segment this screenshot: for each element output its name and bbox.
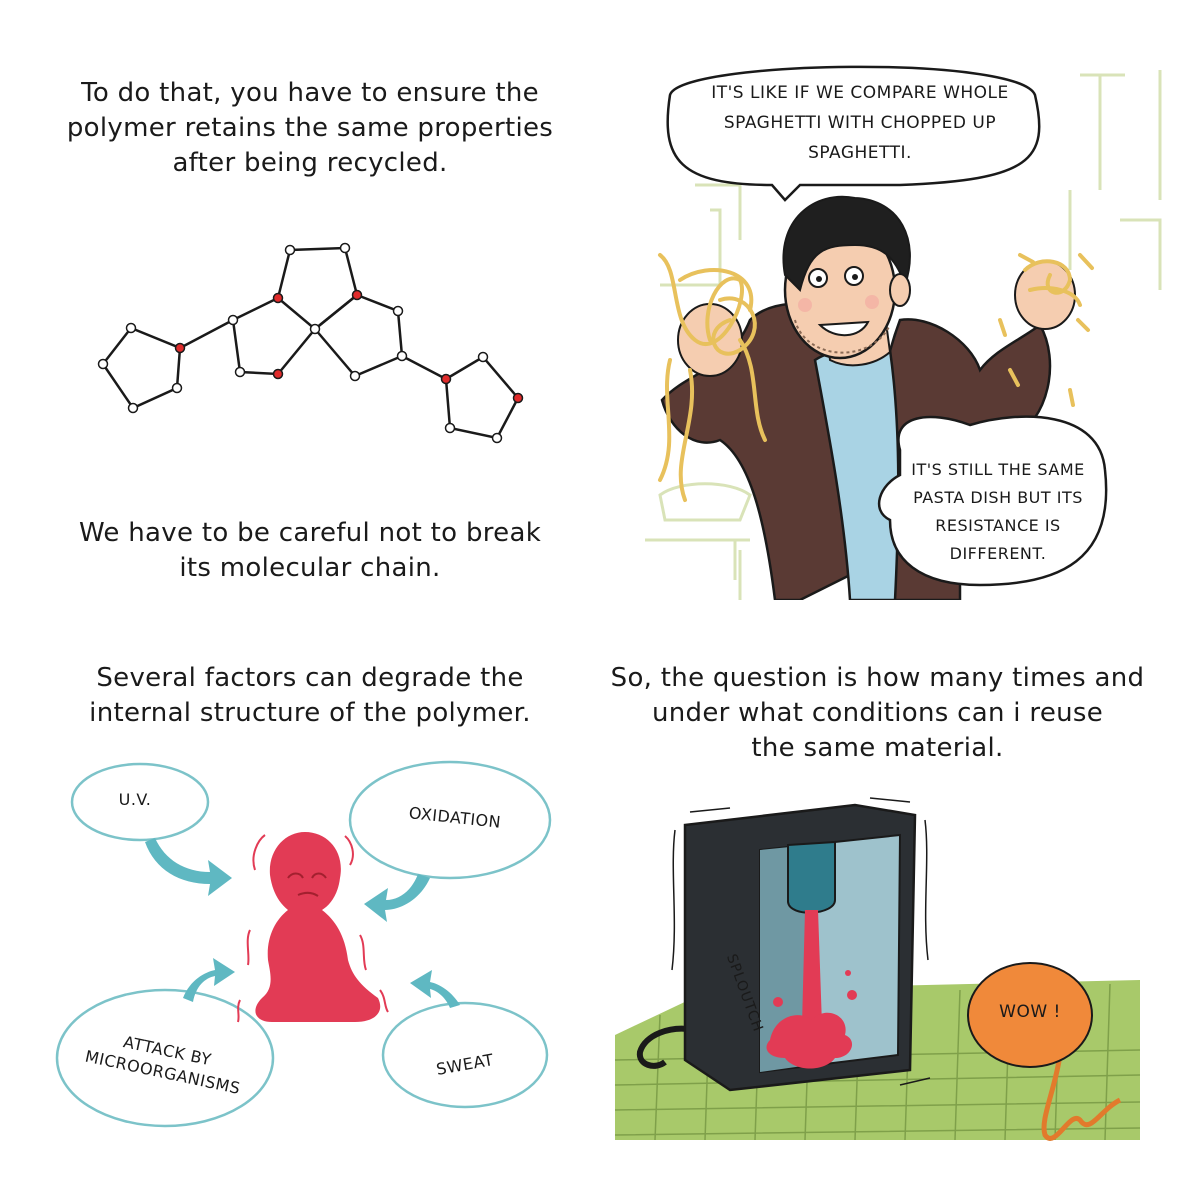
oxidation-bubble bbox=[348, 760, 552, 880]
sweat-bubble bbox=[381, 1001, 549, 1109]
arrows bbox=[145, 838, 460, 1008]
panel-4-caption: So, the question is how many times and u… bbox=[605, 661, 1150, 766]
panel-1-bottom-caption: We have to be careful not to break its m… bbox=[40, 516, 580, 586]
wow-bubble bbox=[967, 962, 1093, 1068]
bubble-line: IT'S LIKE IF WE COMPARE WHOLE bbox=[711, 83, 1009, 103]
speech-bubble-top-text: IT'S LIKE IF WE COMPARE WHOLE SPAGHETTI … bbox=[690, 78, 1030, 168]
machine-panel bbox=[614, 797, 1141, 1141]
panel-1-caption: To do that, you have to ensure the polym… bbox=[40, 76, 580, 181]
caption-line: To do that, you have to ensure the bbox=[81, 78, 539, 108]
speech-bubble-top bbox=[666, 65, 1041, 202]
attack-bubble bbox=[55, 988, 275, 1128]
polymer-figure bbox=[237, 832, 389, 1023]
caption-line: under what conditions can i reuse bbox=[651, 698, 1104, 728]
speech-bubble-bottom-text: IT'S STILL THE SAME PASTA DISH BUT ITS R… bbox=[888, 456, 1108, 568]
bubble-line: IT'S STILL THE SAME bbox=[911, 460, 1085, 479]
bubble-line: SPAGHETTI WITH CHOPPED UP bbox=[723, 113, 997, 133]
panel-3-caption: Several factors can degrade the internal… bbox=[40, 661, 580, 731]
caption-line: So, the question is how many times and bbox=[610, 663, 1145, 693]
bubble-line: SPAGHETTI. bbox=[808, 143, 912, 163]
caption-line: the same material. bbox=[751, 733, 1004, 763]
caption-line: We have to be careful not to break bbox=[78, 518, 542, 548]
caption-line: internal structure of the polymer. bbox=[89, 698, 531, 728]
caption-line: after being recycled. bbox=[172, 148, 448, 178]
caption-line: its molecular chain. bbox=[179, 553, 441, 583]
recycling-machine bbox=[683, 803, 917, 1092]
caption-line: polymer retains the same properties bbox=[66, 113, 554, 143]
bubble-line: PASTA DISH BUT ITS bbox=[913, 488, 1083, 507]
bubble-line: RESISTANCE IS bbox=[935, 516, 1061, 535]
vibration-lines bbox=[671, 797, 931, 1086]
factor-uv: U.V. bbox=[118, 790, 152, 809]
spaghetti-panel bbox=[645, 65, 1162, 600]
whole-spaghetti bbox=[658, 253, 767, 502]
caption-line: Several factors can degrade the bbox=[96, 663, 524, 693]
uv-bubble bbox=[70, 762, 210, 842]
bubble-line: DIFFERENT. bbox=[949, 544, 1047, 563]
degradation-factors-diagram bbox=[55, 760, 552, 1128]
molecular-chain-diagram bbox=[97, 242, 524, 444]
wow-bubble-text: WOW ! bbox=[999, 1002, 1061, 1022]
speech-bubble-bottom bbox=[878, 415, 1108, 587]
background-sketch bbox=[645, 70, 1162, 600]
